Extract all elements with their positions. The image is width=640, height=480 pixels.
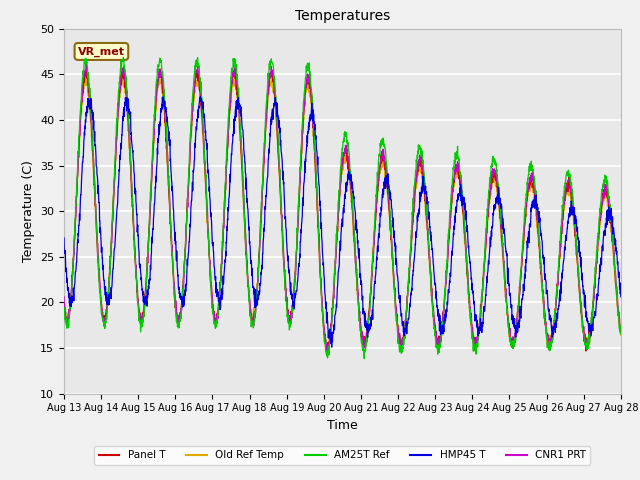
Title: Temperatures: Temperatures [295,10,390,24]
Legend: Panel T, Old Ref Temp, AM25T Ref, HMP45 T, CNR1 PRT: Panel T, Old Ref Temp, AM25T Ref, HMP45 … [94,446,590,465]
Text: VR_met: VR_met [78,47,125,57]
X-axis label: Time: Time [327,419,358,432]
Y-axis label: Temperature (C): Temperature (C) [22,160,35,262]
